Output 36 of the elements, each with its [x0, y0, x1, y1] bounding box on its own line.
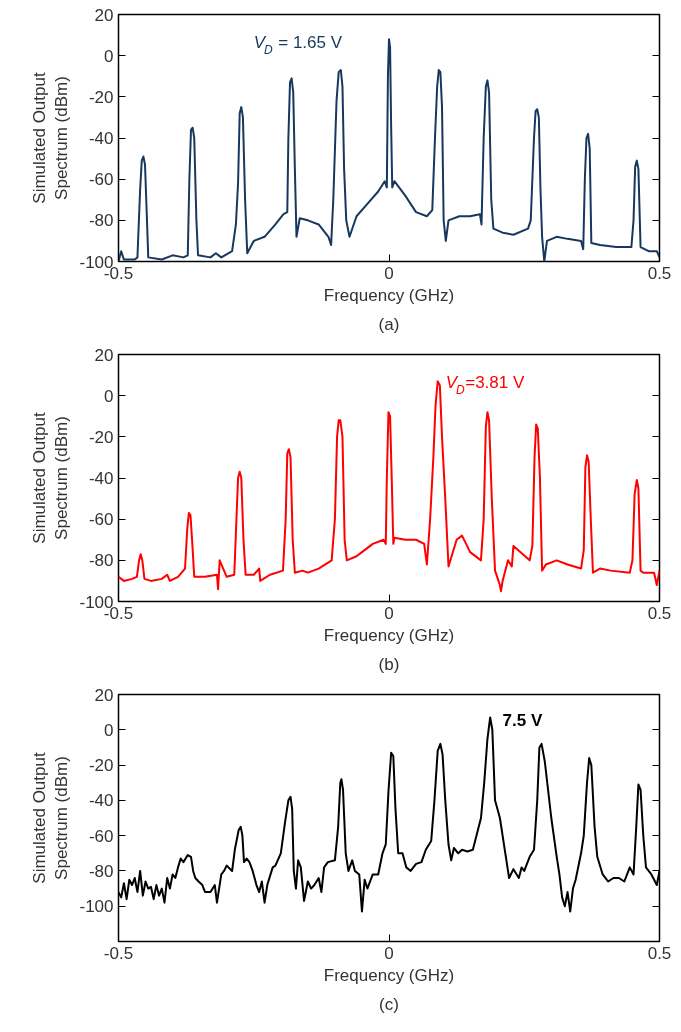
y-tick-label: 20 — [94, 685, 114, 705]
y-tick-label: -20 — [88, 756, 114, 776]
y-tick-label: -40 — [88, 469, 114, 488]
annotation: 7.5 V — [502, 710, 543, 730]
y-tick-label: -40 — [88, 791, 114, 811]
y-tick-label: -40 — [88, 129, 114, 148]
y-tick-label: 0 — [104, 46, 114, 66]
x-tick-label: 0.5 — [647, 263, 672, 283]
x-axis-title: Frequency (GHz) — [323, 625, 455, 645]
y-tick-label: -60 — [88, 170, 114, 190]
y-tick-label: -80 — [88, 861, 114, 881]
y-tick-label: 0 — [104, 720, 114, 740]
y-tick-label: 0 — [104, 386, 114, 406]
y-axis-title: Simulated Output Spectrum (dBm) — [29, 752, 72, 884]
y-tick-label: -60 — [88, 510, 114, 530]
y-tick-label: -20 — [88, 427, 114, 447]
x-tick-label: 0 — [384, 263, 394, 283]
text: (a) — [378, 314, 400, 334]
y-tick-label: -20 — [88, 87, 114, 107]
y-tick-label: 20 — [94, 345, 114, 365]
y-tick-label: -80 — [88, 211, 114, 231]
x-tick-label: 0.5 — [647, 943, 672, 963]
x-tick-label: 0.5 — [647, 603, 672, 623]
y-tick-label: -100 — [79, 897, 114, 917]
x-tick-label: 0 — [384, 943, 394, 963]
y-axis-title: Simulated Output Spectrum (dBm) — [29, 72, 72, 204]
y-tick-label: -60 — [88, 826, 114, 846]
x-tick-label: -0.5 — [103, 943, 134, 963]
x-axis-title: Frequency (GHz) — [323, 965, 455, 985]
x-axis-title: Frequency (GHz) — [323, 285, 455, 305]
x-tick-label: 0 — [384, 603, 394, 623]
y-tick-label: 20 — [94, 5, 114, 25]
y-tick-label: -80 — [88, 551, 114, 571]
text: (c) — [379, 994, 399, 1014]
y-axis-title: Simulated Output Spectrum (dBm) — [29, 412, 72, 544]
text: (b) — [378, 654, 400, 674]
